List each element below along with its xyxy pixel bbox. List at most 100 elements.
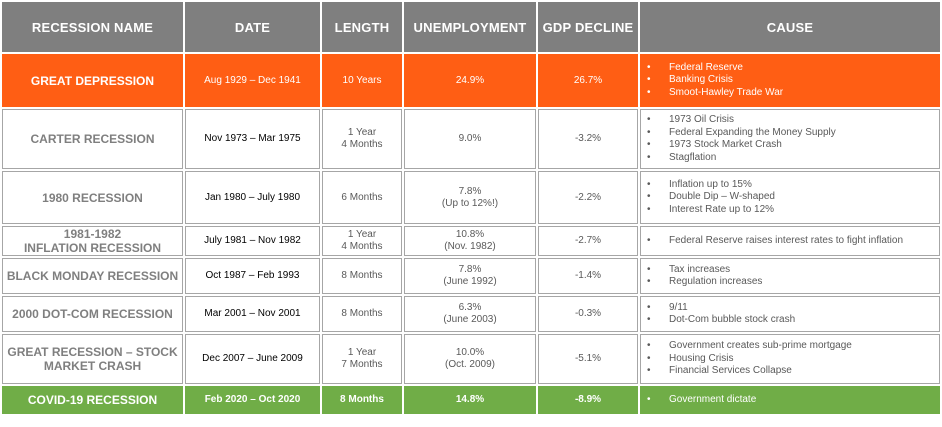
cause-item: Banking Crisis: [647, 74, 936, 87]
cell-line: 1981-1982: [63, 227, 122, 241]
cell-line: 10.0%: [455, 347, 485, 358]
unemployment-cell: 24.9%: [404, 54, 536, 107]
cell-line: 2000 DOT-COM RECESSION: [12, 307, 173, 321]
cell-line: 10.8%: [455, 229, 485, 240]
date-cell: Feb 2020 – Oct 2020: [185, 386, 320, 414]
cause-cell: Government dictate: [640, 386, 940, 414]
date-cell: Aug 1929 – Dec 1941: [185, 54, 320, 107]
cell-line: 1 Year: [347, 347, 377, 358]
cause-cell: 1973 Oil CrisisFederal Expanding the Mon…: [640, 109, 940, 169]
cause-item: 9/11: [647, 302, 936, 315]
cause-item: Federal Reserve: [647, 62, 936, 75]
cause-list: Government dictate: [647, 394, 936, 407]
date-cell: Oct 1987 – Feb 1993: [185, 258, 320, 294]
unemployment-cell: 10.8% (Nov. 1982): [404, 226, 536, 256]
cause-cell: Federal ReserveBanking CrisisSmoot-Hawle…: [640, 54, 940, 107]
unemployment-cell: 7.8% (Up to 12%!): [404, 171, 536, 224]
length-cell: 8 Months: [322, 296, 402, 332]
cause-list: Inflation up to 15%Double Dip – W-shaped…: [647, 179, 936, 217]
header-row: RECESSION NAME DATE LENGTH UNEMPLOYMENT …: [2, 2, 940, 52]
cause-cell: Inflation up to 15%Double Dip – W-shaped…: [640, 171, 940, 224]
unemployment-cell: 14.8%: [404, 386, 536, 414]
cause-cell: Government creates sub-prime mortgageHou…: [640, 334, 940, 384]
cell-line: 7.8%: [458, 264, 482, 275]
recession-name-cell: GREAT DEPRESSION: [2, 54, 183, 107]
table-row: 2000 DOT-COM RECESSION Mar 2001 – Nov 200…: [2, 296, 940, 332]
gdp-decline-cell: -2.7%: [538, 226, 638, 256]
length-cell: 6 Months: [322, 171, 402, 224]
cell-line: 1980 RECESSION: [42, 190, 143, 205]
table-body: GREAT DEPRESSION Aug 1929 – Dec 1941 10 Ye…: [2, 54, 940, 414]
recession-name-cell: 1981-1982 INFLATION RECESSION: [2, 226, 183, 256]
cell-line: BLACK MONDAY RECESSION: [6, 269, 179, 283]
gdp-decline-cell: -1.4%: [538, 258, 638, 294]
cause-item: Inflation up to 15%: [647, 179, 936, 192]
cell-line: 6 Months: [341, 191, 383, 203]
cause-item: 1973 Oil Crisis: [647, 114, 936, 127]
cause-item: Regulation increases: [647, 276, 936, 289]
cause-list: 9/11Dot-Com bubble stock crash: [647, 302, 936, 327]
cause-item: Federal Expanding the Money Supply: [647, 127, 936, 140]
cell-line: 4 Months: [341, 241, 383, 252]
table-row: 1980 RECESSION Jan 1980 – July 1980 6 Mont…: [2, 171, 940, 224]
cell-line: 7 Months: [341, 359, 383, 370]
cause-item: Federal Reserve raises interest rates to…: [647, 235, 936, 248]
cause-item: Housing Crisis: [647, 353, 936, 366]
cell-line: GREAT RECESSION – STOCK: [7, 345, 178, 359]
cause-cell: Tax increasesRegulation increases: [640, 258, 940, 294]
gdp-decline-cell: -8.9%: [538, 386, 638, 414]
date-cell: Nov 1973 – Mar 1975: [185, 109, 320, 169]
length-cell: 8 Months: [322, 258, 402, 294]
cause-item: Financial Services Collapse: [647, 365, 936, 378]
cell-line: 8 Months: [341, 308, 383, 319]
unemployment-cell: 6.3% (June 2003): [404, 296, 536, 332]
table-row: COVID-19 RECESSION Feb 2020 – Oct 2020 8 M…: [2, 386, 940, 414]
gdp-decline-cell: 26.7%: [538, 54, 638, 107]
table-row: GREAT RECESSION – STOCK MARKET CRASH Dec 2…: [2, 334, 940, 384]
cause-list: Federal Reserve raises interest rates to…: [647, 235, 936, 248]
cause-item: Dot-Com bubble stock crash: [647, 314, 936, 327]
cause-list: Tax increasesRegulation increases: [647, 264, 936, 289]
cell-line: 7.8%: [458, 185, 482, 197]
cell-line: MARKET CRASH: [43, 359, 142, 373]
cause-item: Double Dip – W-shaped: [647, 191, 936, 204]
length-cell: 8 Months: [322, 386, 402, 414]
cause-cell: 9/11Dot-Com bubble stock crash: [640, 296, 940, 332]
header-cause: CAUSE: [640, 2, 940, 52]
cell-line: CARTER RECESSION: [30, 132, 155, 146]
cell-line: (June 1992): [443, 276, 497, 287]
cause-list: Government creates sub-prime mortgageHou…: [647, 340, 936, 378]
cell-line: (Oct. 2009): [444, 359, 496, 370]
cell-line: 6.3%: [458, 302, 482, 313]
cell-line: 4 Months: [341, 139, 383, 150]
cell-line: 9.0%: [458, 133, 482, 144]
cell-line: (Nov. 1982): [444, 241, 496, 252]
cause-item: Government dictate: [647, 394, 936, 407]
unemployment-cell: 10.0% (Oct. 2009): [404, 334, 536, 384]
cause-cell: Federal Reserve raises interest rates to…: [640, 226, 940, 256]
cause-list: 1973 Oil CrisisFederal Expanding the Mon…: [647, 114, 936, 164]
recession-name-cell: GREAT RECESSION – STOCK MARKET CRASH: [2, 334, 183, 384]
length-cell: 1 Year 4 Months: [322, 109, 402, 169]
header-unemployment: UNEMPLOYMENT: [404, 2, 536, 52]
cell-line: (Up to 12%!): [441, 197, 499, 209]
cell-line: GREAT DEPRESSION: [30, 73, 155, 88]
unemployment-cell: 9.0%: [404, 109, 536, 169]
cause-item: Stagflation: [647, 152, 936, 165]
date-cell: Jan 1980 – July 1980: [185, 171, 320, 224]
recession-name-cell: CARTER RECESSION: [2, 109, 183, 169]
date-cell: Mar 2001 – Nov 2001: [185, 296, 320, 332]
header-date: DATE: [185, 2, 320, 52]
cell-line: COVID-19 RECESSION: [27, 393, 158, 407]
recession-name-cell: 1980 RECESSION: [2, 171, 183, 224]
recession-table: RECESSION NAME DATE LENGTH UNEMPLOYMENT …: [0, 0, 942, 416]
unemployment-cell: 7.8% (June 1992): [404, 258, 536, 294]
table-row: CARTER RECESSION Nov 1973 – Mar 1975 1 Yea…: [2, 109, 940, 169]
gdp-decline-cell: -0.3%: [538, 296, 638, 332]
recession-name-cell: 2000 DOT-COM RECESSION: [2, 296, 183, 332]
cell-line: 1 Year: [347, 229, 377, 240]
table-row: GREAT DEPRESSION Aug 1929 – Dec 1941 10 Ye…: [2, 54, 940, 107]
table-row: 1981-1982 INFLATION RECESSION July 1981 – …: [2, 226, 940, 256]
gdp-decline-cell: -5.1%: [538, 334, 638, 384]
cell-line: 24.9%: [455, 74, 485, 86]
